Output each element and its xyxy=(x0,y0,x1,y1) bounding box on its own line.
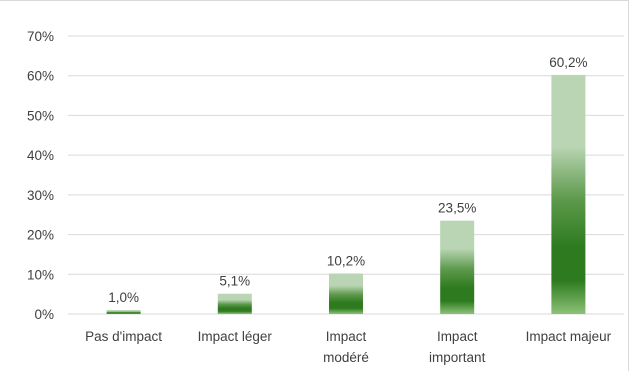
y-tick-label: 30% xyxy=(27,188,54,203)
data-label: 60,2% xyxy=(549,55,587,70)
y-tick-label: 60% xyxy=(27,69,54,84)
y-tick-label: 50% xyxy=(27,108,54,123)
x-axis-category-labels: Pas d'impact Impact léger Impact modéré Impa… xyxy=(85,329,612,365)
data-label: 1,0% xyxy=(108,290,139,305)
bars xyxy=(106,74,586,314)
x-category-label: Pas d'impact xyxy=(85,329,162,344)
y-tick-label: 0% xyxy=(34,307,54,322)
x-category-label: Impact majeur xyxy=(526,329,612,344)
x-category-label: important xyxy=(429,350,486,365)
data-label: 5,1% xyxy=(219,274,250,289)
bar xyxy=(217,293,252,314)
y-tick-label: 40% xyxy=(27,148,54,163)
x-category-label: Impact xyxy=(326,329,367,344)
x-category-label: Impact léger xyxy=(198,329,273,344)
bar xyxy=(106,310,141,314)
data-label: 10,2% xyxy=(327,253,365,268)
y-tick-label: 70% xyxy=(27,29,54,44)
x-category-label: Impact xyxy=(437,329,478,344)
data-label: 23,5% xyxy=(438,201,476,216)
y-axis-tick-labels: 0% 10% 20% 30% 40% 50% 60% 70% xyxy=(27,29,54,322)
y-tick-label: 10% xyxy=(27,267,54,282)
x-category-label: modéré xyxy=(323,350,369,365)
y-tick-label: 20% xyxy=(27,228,54,243)
data-labels: 1,0% 5,1% 10,2% 23,5% 60,2% xyxy=(108,55,587,305)
bar xyxy=(440,220,475,314)
gridlines xyxy=(68,35,624,315)
bar xyxy=(551,74,586,314)
bar xyxy=(329,273,363,314)
